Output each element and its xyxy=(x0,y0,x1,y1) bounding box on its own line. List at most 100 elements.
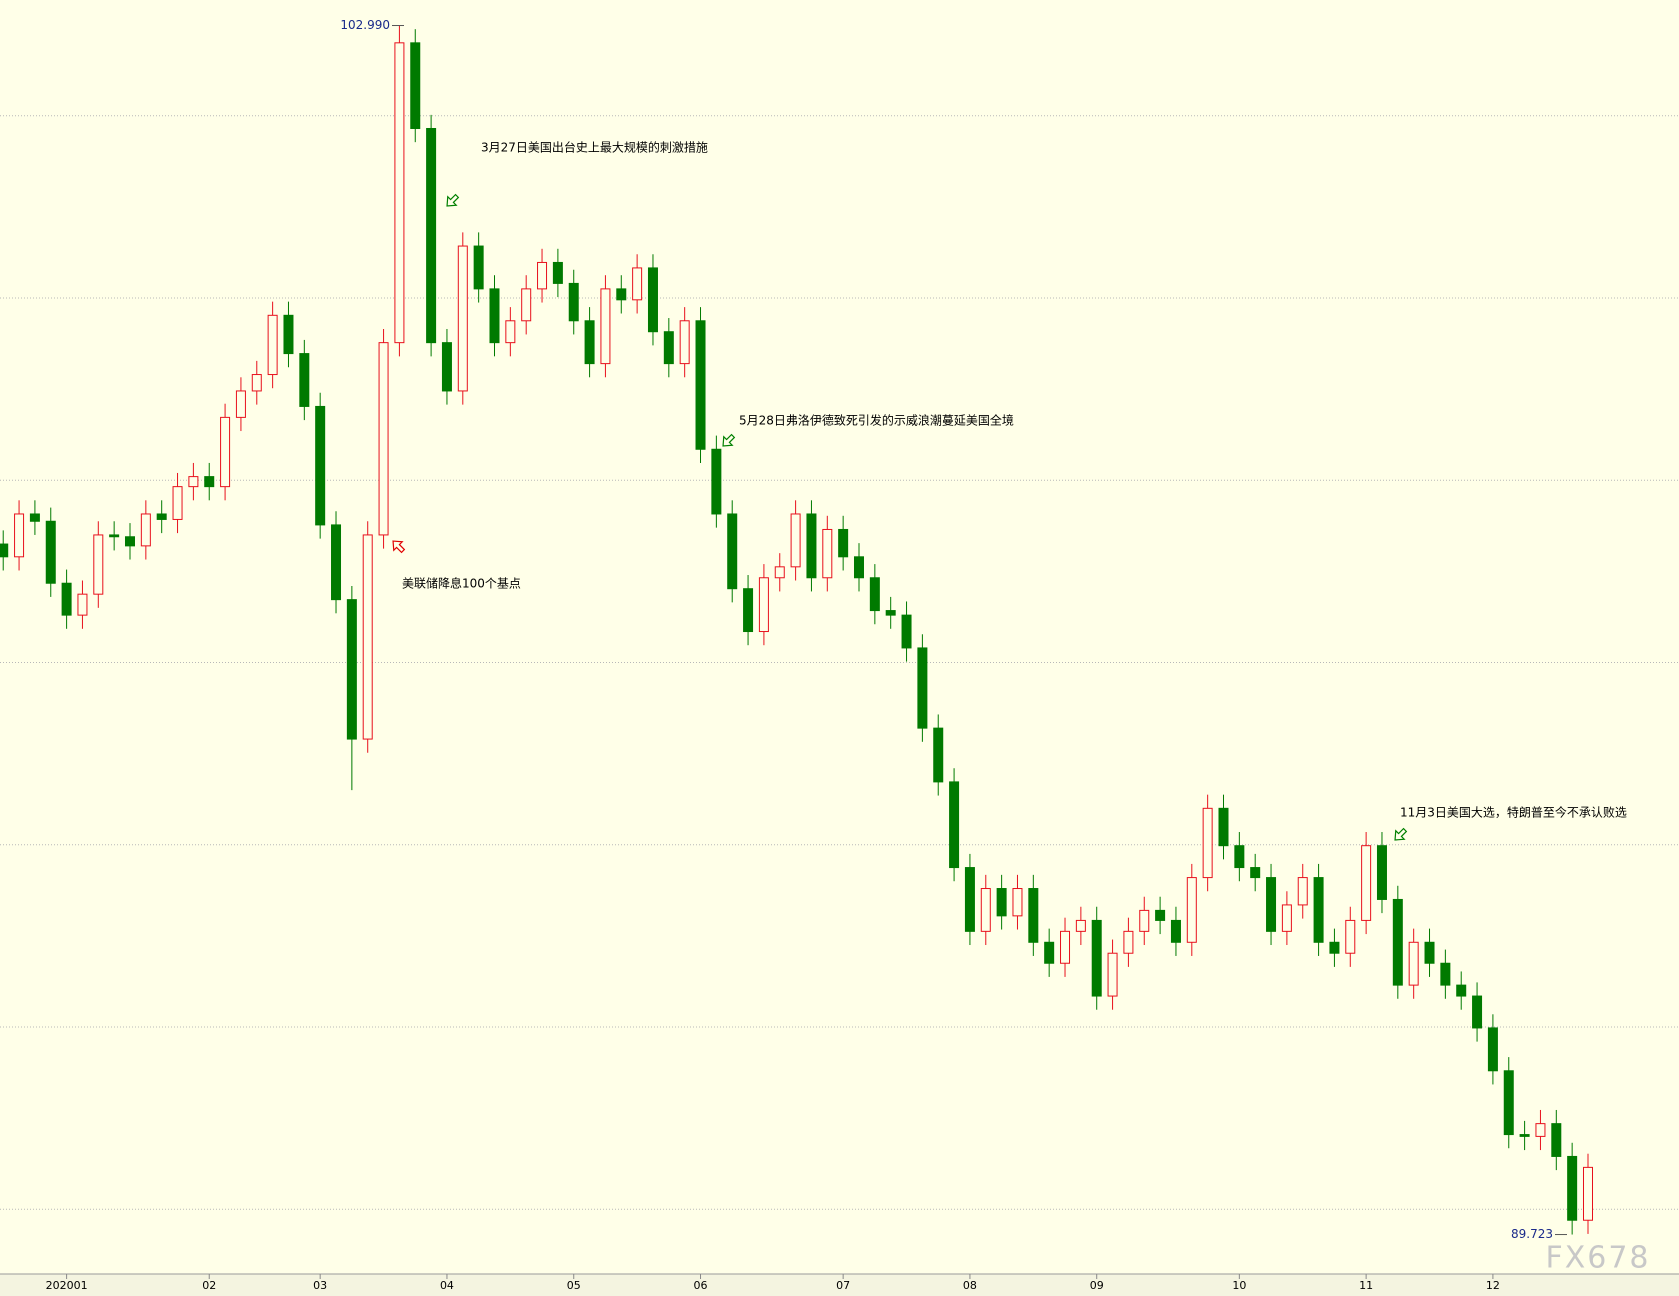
candle-body xyxy=(521,288,532,322)
candle-body xyxy=(109,534,120,538)
candle-body xyxy=(1551,1123,1562,1157)
candle-body xyxy=(77,593,88,616)
candle-body xyxy=(1567,1155,1578,1221)
x-tick-label: 03 xyxy=(313,1279,327,1292)
candle-body xyxy=(885,610,896,616)
x-tick-label: 05 xyxy=(567,1279,581,1292)
candle-body xyxy=(331,524,342,601)
candle-body xyxy=(188,476,199,488)
candle-body xyxy=(172,486,183,520)
candle-body xyxy=(964,867,975,932)
annotation: 3月27日美国出台史上最大规模的刺激措施 xyxy=(481,140,708,155)
x-axis-band xyxy=(0,1274,1679,1296)
candle-body xyxy=(45,520,56,584)
candle-body xyxy=(1582,1166,1593,1221)
candle-body xyxy=(695,320,706,450)
candle-body xyxy=(362,534,373,740)
candle-body xyxy=(1044,941,1055,964)
candle-body xyxy=(790,513,801,568)
candle-body xyxy=(315,405,326,526)
x-tick-label: 09 xyxy=(1090,1279,1104,1292)
candle-body xyxy=(251,374,262,392)
candle-body xyxy=(457,245,468,392)
candle-body xyxy=(505,320,516,344)
x-tick-label: 07 xyxy=(836,1279,850,1292)
x-tick-label: 02 xyxy=(202,1279,216,1292)
candle-body xyxy=(235,390,246,418)
candle-body xyxy=(1155,909,1166,921)
candle-body xyxy=(29,513,40,522)
candle-body xyxy=(1234,845,1245,869)
candle-body xyxy=(1297,877,1308,906)
candle-body xyxy=(1075,919,1086,932)
candle-body xyxy=(552,261,563,284)
candle-body xyxy=(774,566,785,579)
candle-body xyxy=(1424,941,1435,964)
annotation-arrow xyxy=(446,193,460,207)
candle-body xyxy=(584,320,595,365)
candle-body xyxy=(204,476,215,488)
candle-body xyxy=(869,577,880,612)
candle-body xyxy=(1281,904,1292,932)
candle-body xyxy=(1123,930,1134,954)
candle-body xyxy=(949,781,960,869)
candle-body xyxy=(441,342,452,392)
x-tick-label: 202001 xyxy=(46,1279,88,1292)
candle-body xyxy=(917,647,928,729)
x-tick-label: 10 xyxy=(1232,1279,1246,1292)
candle-body xyxy=(1408,941,1419,986)
candle-body xyxy=(1218,807,1229,847)
candle-body xyxy=(1345,919,1356,954)
candle-body xyxy=(124,536,135,547)
candle-body xyxy=(743,588,754,633)
candle-body xyxy=(220,416,231,488)
candle-body xyxy=(1060,930,1071,964)
annotation-arrow xyxy=(392,540,406,554)
candle-body xyxy=(283,314,294,355)
annotation: 5月28日弗洛伊德致死引发的示威浪潮蔓延美国全境 xyxy=(739,413,1014,428)
candle-body xyxy=(933,727,944,783)
candle-body xyxy=(758,577,769,633)
annotation: 11月3日美国大选，特朗普至今不承认败选 xyxy=(1400,805,1627,820)
candle-body xyxy=(489,288,500,344)
candle-body xyxy=(394,42,405,344)
candle-body xyxy=(1519,1134,1530,1137)
candle-body xyxy=(1440,962,1451,986)
candle-body xyxy=(1535,1123,1546,1137)
candle-body xyxy=(806,513,817,579)
candle-body xyxy=(1107,952,1118,997)
candle-body xyxy=(822,528,833,579)
x-tick-label: 12 xyxy=(1486,1279,1500,1292)
candle-body xyxy=(1028,888,1039,943)
candle-body xyxy=(996,888,1007,917)
candle-body xyxy=(1091,919,1102,997)
candle-body xyxy=(1503,1070,1514,1136)
candle-body xyxy=(1139,909,1150,932)
candle-body xyxy=(61,582,72,616)
candle-body xyxy=(679,320,690,365)
candle-body xyxy=(537,261,548,290)
candle-body xyxy=(901,614,912,649)
candle-body xyxy=(1456,984,1467,997)
candle-body xyxy=(1313,877,1324,943)
watermark: FX678 xyxy=(1545,1241,1650,1276)
candle-body xyxy=(568,282,579,322)
x-tick-label: 11 xyxy=(1359,1279,1373,1292)
candle-body xyxy=(156,513,167,520)
high-label: 102.990 xyxy=(340,18,390,32)
candle-body xyxy=(378,342,389,536)
candle-body xyxy=(838,528,849,558)
candle-body xyxy=(1361,845,1372,921)
candle-body xyxy=(93,534,104,595)
candle-body xyxy=(663,331,674,365)
candle-body xyxy=(1186,877,1197,943)
candle-body xyxy=(14,513,25,558)
candle-body xyxy=(1376,845,1387,900)
candle-body xyxy=(853,556,864,579)
candle-body xyxy=(1170,919,1181,943)
candle-body xyxy=(267,314,278,376)
candle-body xyxy=(1012,888,1023,917)
annotation-arrow xyxy=(722,433,736,447)
x-tick-label: 06 xyxy=(694,1279,708,1292)
